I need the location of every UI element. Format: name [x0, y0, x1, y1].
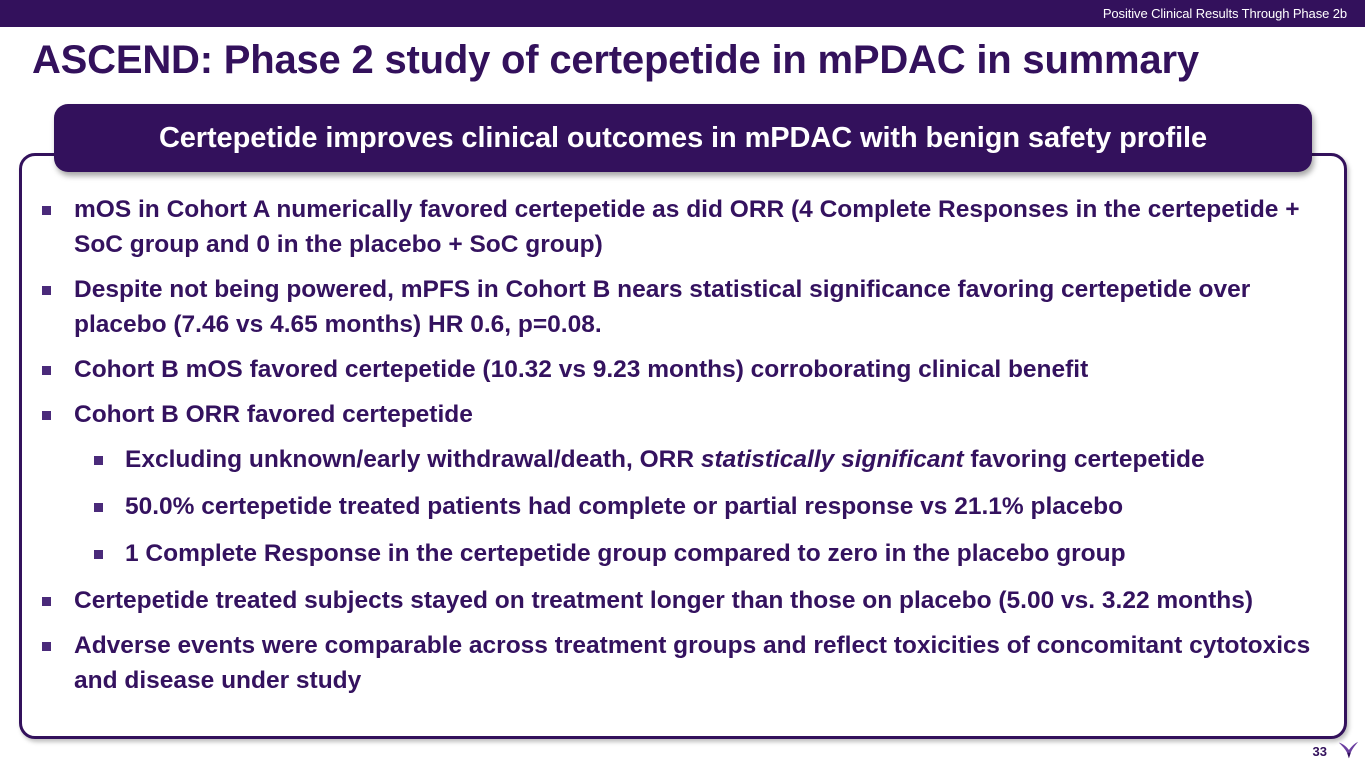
page-title: ASCEND: Phase 2 study of certepetide in … [32, 38, 1199, 82]
square-bullet-icon [42, 206, 51, 215]
bullet-item: Despite not being powered, mPFS in Cohor… [30, 272, 1330, 342]
bullet-list: mOS in Cohort A numerically favored cert… [30, 192, 1330, 708]
sub-bullet-item: 1 Complete Response in the certepetide g… [30, 536, 1330, 571]
bullet-text: 1 Complete Response in the certepetide g… [125, 540, 1126, 567]
bullet-item: Certepetide treated subjects stayed on t… [30, 583, 1330, 618]
square-bullet-icon [42, 286, 51, 295]
bullet-item: Cohort B mOS favored certepetide (10.32 … [30, 352, 1330, 387]
square-bullet-icon [94, 503, 103, 512]
square-bullet-icon [42, 411, 51, 420]
bullet-text: Certepetide treated subjects stayed on t… [74, 587, 1254, 614]
bullet-text: mOS in Cohort A numerically favored cert… [74, 196, 1300, 258]
bullet-text: Adverse events were comparable across tr… [74, 632, 1311, 694]
page-number: 33 [1312, 744, 1327, 759]
bullet-item: Adverse events were comparable across tr… [30, 628, 1330, 698]
bullet-text-emphasis: statistically significant [700, 446, 964, 473]
section-label: Positive Clinical Results Through Phase … [1102, 6, 1347, 21]
bullet-text-before: Excluding unknown/early withdrawal/death… [125, 446, 701, 473]
bullet-item: Cohort B ORR favored certepetide [30, 397, 1330, 432]
square-bullet-icon [42, 597, 51, 606]
square-bullet-icon [94, 456, 103, 465]
bullet-text: 50.0% certepetide treated patients had c… [125, 493, 1124, 520]
bird-logo-icon [1338, 741, 1359, 759]
square-bullet-icon [42, 642, 51, 651]
banner-text: Certepetide improves clinical outcomes i… [158, 121, 1208, 154]
bullet-text: Cohort B mOS favored certepetide (10.32 … [74, 356, 1089, 383]
bullet-text: Despite not being powered, mPFS in Cohor… [74, 276, 1251, 338]
sub-bullet-item: 50.0% certepetide treated patients had c… [30, 489, 1330, 524]
bullet-item: mOS in Cohort A numerically favored cert… [30, 192, 1330, 262]
summary-banner: Certepetide improves clinical outcomes i… [54, 104, 1312, 172]
square-bullet-icon [94, 550, 103, 559]
top-bar: Positive Clinical Results Through Phase … [0, 0, 1365, 27]
bullet-text-after: favoring certepetide [963, 446, 1205, 473]
square-bullet-icon [42, 366, 51, 375]
content-panel [19, 153, 1347, 739]
bullet-text: Cohort B ORR favored certepetide [74, 401, 473, 428]
sub-bullet-item: Excluding unknown/early withdrawal/death… [30, 442, 1330, 477]
